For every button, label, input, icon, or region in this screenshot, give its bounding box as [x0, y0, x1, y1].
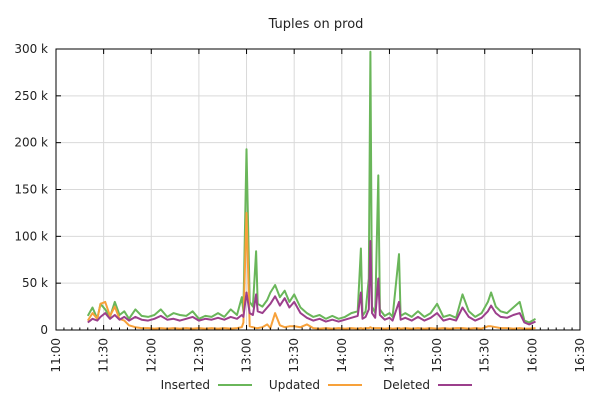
y-tick-label: 100 k — [14, 229, 48, 243]
x-tick-label: 11:30 — [97, 338, 111, 373]
y-tick-labels: 0 50 k 100 k 150 k 200 k 250 k 300 k — [14, 42, 48, 337]
x-tick-label: 15:00 — [430, 338, 444, 373]
series-line-updated — [86, 211, 536, 330]
x-tick-label: 16:30 — [573, 338, 587, 373]
x-tick-label: 14:00 — [335, 338, 349, 373]
legend-label: Inserted — [161, 378, 210, 392]
series-line-deleted — [87, 240, 536, 326]
x-tick-label: 16:00 — [525, 338, 539, 373]
y-tick-label: 200 k — [14, 136, 48, 150]
y-tick-label: 150 k — [14, 183, 48, 197]
x-tick-label: 12:00 — [144, 338, 158, 373]
series-lines — [86, 50, 537, 330]
legend-label: Updated — [269, 378, 320, 392]
series-line-inserted — [86, 50, 537, 324]
x-tick-label: 13:30 — [287, 338, 301, 373]
chart-title: Tuples on prod — [268, 17, 364, 32]
y-tick-label: 250 k — [14, 89, 48, 103]
x-tick-label: 14:30 — [382, 338, 396, 373]
grid — [56, 49, 580, 330]
x-tick-label: 15:30 — [478, 338, 492, 373]
legend-label: Deleted — [383, 378, 430, 392]
x-tick-label: 11:00 — [49, 338, 63, 373]
x-tick-labels: 11:00 11:30 12:00 12:30 13:00 13:30 14:00 14:30… — [49, 338, 587, 373]
legend: Inserted Updated Deleted — [161, 378, 472, 392]
x-tick-label: 13:00 — [240, 338, 254, 373]
axis-ticks — [55, 48, 581, 331]
y-tick-label: 0 — [40, 323, 48, 337]
x-tick-label: 12:30 — [192, 338, 206, 373]
y-tick-label: 50 k — [22, 276, 48, 290]
y-tick-label: 300 k — [14, 42, 48, 56]
